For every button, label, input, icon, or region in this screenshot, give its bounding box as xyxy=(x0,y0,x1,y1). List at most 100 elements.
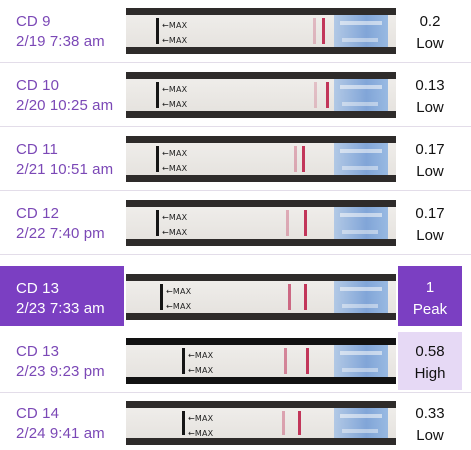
test-strip-paper: ←MAX ←MAX xyxy=(126,345,396,377)
max-label-bottom: ←MAX xyxy=(188,429,214,438)
reading-date-cell: CD 11 2/21 10:51 am xyxy=(0,130,124,188)
control-line xyxy=(326,82,329,108)
max-line-marker xyxy=(182,348,185,374)
max-line-marker xyxy=(160,284,163,310)
test-strip-paper: ←MAX ←MAX xyxy=(126,207,396,239)
reading-level: Low xyxy=(416,227,444,244)
max-label-top: ←MAX xyxy=(162,213,188,222)
reading-result-cell: 0.17 Low xyxy=(398,194,462,252)
reading-row[interactable]: CD 14 2/24 9:41 am ←MAX ←MAX 0.33 Low xyxy=(0,394,471,450)
control-line xyxy=(306,348,309,374)
reading-result-cell: 0.33 Low xyxy=(398,394,462,450)
test-strip-image: ←MAX ←MAX xyxy=(126,401,396,445)
reading-date-cell: CD 13 2/23 7:33 am xyxy=(0,266,124,326)
max-line-marker xyxy=(156,146,159,172)
test-line xyxy=(294,146,297,172)
reading-value: 0.2 xyxy=(419,13,441,30)
test-line xyxy=(288,284,291,310)
max-label-top: ←MAX xyxy=(166,287,192,296)
control-line xyxy=(302,146,305,172)
test-line xyxy=(314,82,317,108)
max-label-bottom: ←MAX xyxy=(188,366,214,375)
control-line xyxy=(304,284,307,310)
control-line xyxy=(298,411,301,435)
reading-timestamp: 2/23 7:33 am xyxy=(16,300,105,317)
max-label-bottom: ←MAX xyxy=(162,36,188,45)
test-strip-image: ←MAX ←MAX xyxy=(126,338,396,384)
test-strip-paper: ←MAX ←MAX xyxy=(126,281,396,313)
reading-level: Low xyxy=(416,35,444,52)
reading-level: Peak xyxy=(412,301,448,318)
max-line-marker xyxy=(182,411,185,435)
reading-timestamp: 2/19 7:38 am xyxy=(16,33,105,50)
max-label-bottom: ←MAX xyxy=(166,302,192,311)
reading-result-cell: 0.2 Low xyxy=(398,2,462,60)
max-label-bottom: ←MAX xyxy=(162,228,188,237)
reading-value: 0.58 xyxy=(415,343,445,360)
reading-date-cell: CD 13 2/23 9:23 pm xyxy=(0,332,124,390)
strip-brand-label xyxy=(334,79,388,111)
reading-level: Low xyxy=(416,99,444,116)
reading-value: 0.17 xyxy=(415,205,445,222)
max-label-top: ←MAX xyxy=(162,149,188,158)
cycle-day-label: CD 13 xyxy=(16,343,60,360)
reading-level: Low xyxy=(416,427,444,444)
test-strip-image: ←MAX ←MAX xyxy=(126,200,396,246)
control-line xyxy=(304,210,307,236)
reading-row[interactable]: CD 9 2/19 7:38 am ←MAX ←MAX 0.2 Low xyxy=(0,2,471,63)
test-strip-paper: ←MAX ←MAX xyxy=(126,143,396,175)
reading-value: 0.17 xyxy=(415,141,445,158)
test-strip-image: ←MAX ←MAX xyxy=(126,274,396,320)
cycle-day-label: CD 14 xyxy=(16,405,60,422)
test-strip-paper: ←MAX ←MAX xyxy=(126,15,396,47)
reading-level: Low xyxy=(416,163,444,180)
test-strip-paper: ←MAX ←MAX xyxy=(126,408,396,438)
reading-value: 1 xyxy=(425,279,435,296)
reading-row[interactable]: CD 10 2/20 10:25 am ←MAX ←MAX 0.13 Low xyxy=(0,66,471,127)
reading-row[interactable]: CD 12 2/22 7:40 pm ←MAX ←MAX 0.17 Low xyxy=(0,194,471,255)
strip-brand-label xyxy=(334,408,388,438)
test-line xyxy=(313,18,316,44)
reading-row[interactable]: CD 11 2/21 10:51 am ←MAX ←MAX 0.17 Low xyxy=(0,130,471,191)
reading-date-cell: CD 10 2/20 10:25 am xyxy=(0,66,124,124)
reading-timestamp: 2/24 9:41 am xyxy=(16,425,105,442)
strip-brand-label xyxy=(334,207,388,239)
reading-timestamp: 2/21 10:51 am xyxy=(16,161,114,178)
reading-date-cell: CD 9 2/19 7:38 am xyxy=(0,2,124,60)
max-label-bottom: ←MAX xyxy=(162,100,188,109)
reading-timestamp: 2/22 7:40 pm xyxy=(16,225,105,242)
reading-result-cell: 0.58 High xyxy=(398,332,462,390)
reading-date-cell: CD 12 2/22 7:40 pm xyxy=(0,194,124,252)
strip-brand-label xyxy=(334,345,388,377)
test-strip-image: ←MAX ←MAX xyxy=(126,8,396,54)
reading-level: High xyxy=(414,365,446,382)
reading-row-selected[interactable]: CD 13 2/23 7:33 am ←MAX ←MAX 1 Peak xyxy=(0,266,471,326)
reading-result-cell: 1 Peak xyxy=(398,266,462,326)
strip-brand-label xyxy=(334,15,388,47)
reading-result-cell: 0.17 Low xyxy=(398,130,462,188)
cycle-day-label: CD 9 xyxy=(16,13,51,30)
test-strip-paper: ←MAX ←MAX xyxy=(126,79,396,111)
test-strip-image: ←MAX ←MAX xyxy=(126,136,396,182)
cycle-day-label: CD 12 xyxy=(16,205,60,222)
max-line-marker xyxy=(156,18,159,44)
max-label-top: ←MAX xyxy=(162,85,188,94)
reading-row[interactable]: CD 13 2/23 9:23 pm ←MAX ←MAX 0.58 High xyxy=(0,332,471,393)
max-label-bottom: ←MAX xyxy=(162,164,188,173)
cycle-day-label: CD 13 xyxy=(16,280,60,297)
max-line-marker xyxy=(156,210,159,236)
cycle-day-label: CD 10 xyxy=(16,77,60,94)
reading-date-cell: CD 14 2/24 9:41 am xyxy=(0,394,124,450)
strip-brand-label xyxy=(334,281,388,313)
strip-brand-label xyxy=(334,143,388,175)
control-line xyxy=(322,18,325,44)
test-line xyxy=(282,411,285,435)
reading-value: 0.13 xyxy=(415,77,445,94)
reading-timestamp: 2/23 9:23 pm xyxy=(16,363,105,380)
max-label-top: ←MAX xyxy=(162,21,188,30)
reading-value: 0.33 xyxy=(415,405,445,422)
test-line xyxy=(284,348,287,374)
reading-timestamp: 2/20 10:25 am xyxy=(16,97,114,114)
max-label-top: ←MAX xyxy=(188,414,214,423)
